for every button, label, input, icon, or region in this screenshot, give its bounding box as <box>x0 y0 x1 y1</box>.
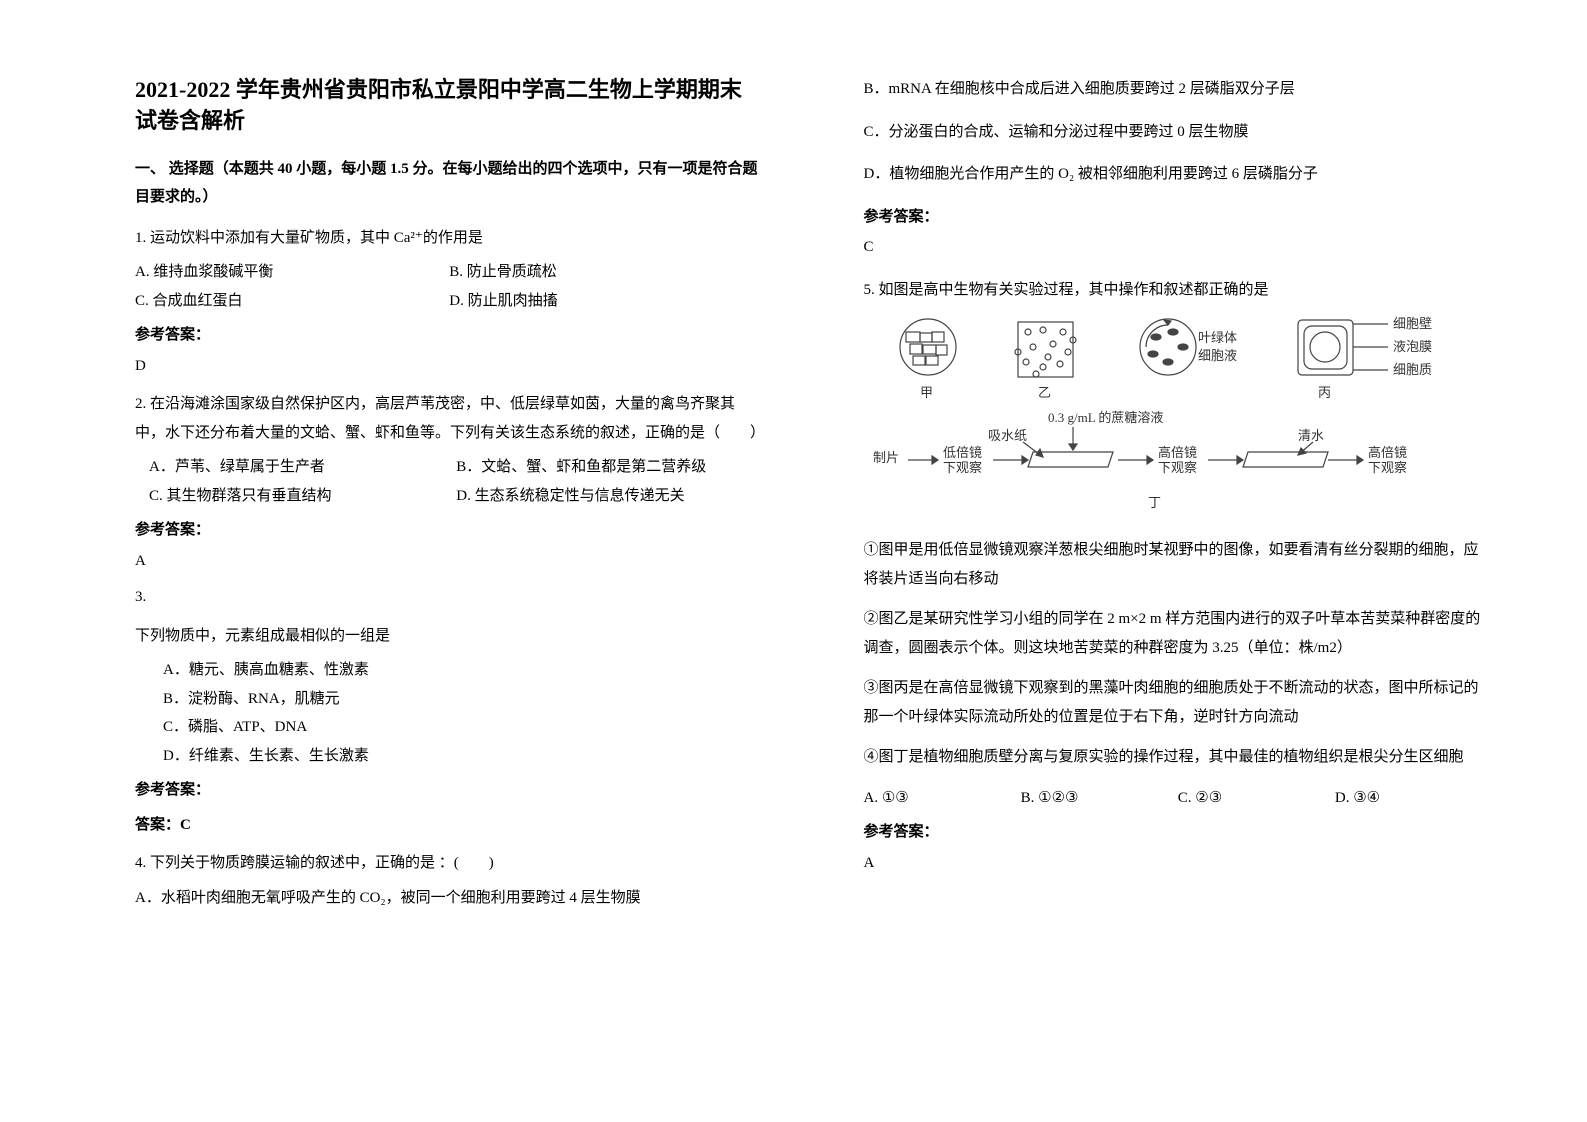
answer-label: 参考答案： <box>135 516 764 545</box>
q4-answer: C <box>864 233 1493 262</box>
lbl-ding: 丁 <box>1148 495 1161 510</box>
q1-stem: 1. 运动饮料中添加有大量矿物质，其中 Ca²⁺的作用是 <box>135 224 764 253</box>
lbl-xiaguan2: 下观察 <box>1158 460 1197 475</box>
lbl-zhetang: 0.3 g/mL 的蔗糖溶液 <box>1048 410 1163 425</box>
lbl-xibaoye: 细胞液 <box>1198 348 1237 363</box>
q1-opt-b: B. 防止骨质疏松 <box>449 258 763 287</box>
q3-opt-c: C．磷脂、ATP、DNA <box>135 713 764 742</box>
q4-opt-d: D．植物细胞光合作用产生的 O₂ 被相邻细胞利用要跨过 6 层磷脂分子 <box>864 160 1493 189</box>
lbl-jia: 甲 <box>920 385 933 400</box>
q2-stem: 2. 在沿海滩涂国家级自然保护区内，高层芦苇茂密，中、低层绿草如茵，大量的禽鸟齐… <box>135 390 764 447</box>
q2-opt-d: D. 生态系统稳定性与信息传递无关 <box>456 482 763 511</box>
lbl-yi: 乙 <box>1038 385 1051 400</box>
answer-label: 参考答案： <box>864 203 1493 232</box>
q4-opt-b: B．mRNA 在细胞核中合成后进入细胞质要跨过 2 层磷脂双分子层 <box>864 75 1493 104</box>
exam-title: 2021-2022 学年贵州省贵阳市私立景阳中学高二生物上学期期末试卷含解析 <box>135 75 764 137</box>
q5-opt-d: D. ③④ <box>1335 784 1492 813</box>
q3-stem: 下列物质中，元素组成最相似的一组是 <box>135 622 764 651</box>
lbl-xibaobi: 细胞壁 <box>1393 316 1432 331</box>
q3-opt-a: A．糖元、胰高血糖素、性激素 <box>135 656 764 685</box>
q5-s1: ①图甲是用低倍显微镜观察洋葱根尖细胞时某视野中的图像，如要看清有丝分裂期的细胞，… <box>864 536 1493 593</box>
lbl-xiaguan1: 下观察 <box>943 460 982 475</box>
lbl-xibaozhi: 细胞质 <box>1393 362 1432 377</box>
q3-opt-d: D．纤维素、生长素、生长激素 <box>135 742 764 771</box>
q2-opt-c: C. 其生物群落只有垂直结构 <box>149 482 456 511</box>
q3-opt-b: B．淀粉酶、RNA，肌糖元 <box>135 685 764 714</box>
q4-stem: 4. 下列关于物质跨膜运输的叙述中，正确的是 ：( ) <box>135 849 764 878</box>
q2-opt-a: A．芦苇、绿草属于生产者 <box>149 453 456 482</box>
lbl-gaobei2: 高倍镜 <box>1368 445 1407 460</box>
answer-label: 参考答案： <box>135 776 764 805</box>
q1-opt-c: C. 合成血红蛋白 <box>135 287 449 316</box>
q5-diagram: 甲 乙 叶绿体 细胞液 细胞壁 液泡膜 细胞质 丙 0.3 g/mL 的蔗糖溶液… <box>868 312 1488 522</box>
lbl-yepaomo: 液泡膜 <box>1393 339 1432 354</box>
answer-label: 参考答案： <box>135 321 764 350</box>
q4-opt-a: A．水稻叶肉细胞无氧呼吸产生的 CO₂，被同一个细胞利用要跨过 4 层生物膜 <box>135 884 764 913</box>
q5-answer: A <box>864 849 1493 878</box>
q3-num: 3. <box>135 583 764 612</box>
q3-answer: 答案：C <box>135 811 764 840</box>
lbl-dibei1: 低倍镜 <box>943 445 982 460</box>
q5-opt-b: B. ①②③ <box>1021 784 1178 813</box>
q2-answer: A <box>135 547 764 576</box>
q1-opt-d: D. 防止肌肉抽搐 <box>449 287 763 316</box>
lbl-xiaguan3: 下观察 <box>1368 460 1407 475</box>
q5-opt-a: A. ①③ <box>864 784 1021 813</box>
lbl-bing: 丙 <box>1318 385 1331 400</box>
lbl-xishui: 吸水纸 <box>988 428 1027 443</box>
q5-s3: ③图丙是在高倍显微镜下观察到的黑藻叶肉细胞的细胞质处于不断流动的状态，图中所标记… <box>864 674 1493 731</box>
lbl-zhipian: 制片 <box>873 450 899 465</box>
q2-opt-b: B．文蛤、蟹、虾和鱼都是第二营养级 <box>456 453 763 482</box>
lbl-qingshui: 清水 <box>1298 428 1324 443</box>
lbl-yelvti: 叶绿体 <box>1198 330 1237 345</box>
q5-stem: 5. 如图是高中生物有关实验过程，其中操作和叙述都正确的是 <box>864 276 1493 305</box>
q4-opt-c: C．分泌蛋白的合成、运输和分泌过程中要跨过 0 层生物膜 <box>864 118 1493 147</box>
q1-opt-a: A. 维持血浆酸碱平衡 <box>135 258 449 287</box>
lbl-gaobei1: 高倍镜 <box>1158 445 1197 460</box>
q5-opt-c: C. ②③ <box>1178 784 1335 813</box>
q5-s4: ④图丁是植物细胞质壁分离与复原实验的操作过程，其中最佳的植物组织是根尖分生区细胞 <box>864 743 1493 772</box>
section-heading: 一、 选择题（本题共 40 小题，每小题 1.5 分。在每小题给出的四个选项中，… <box>135 155 764 212</box>
answer-label: 参考答案： <box>864 818 1493 847</box>
q1-answer: D <box>135 352 764 381</box>
q5-s2: ②图乙是某研究性学习小组的同学在 2 m×2 m 样方范围内进行的双子叶草本苦荬… <box>864 605 1493 662</box>
